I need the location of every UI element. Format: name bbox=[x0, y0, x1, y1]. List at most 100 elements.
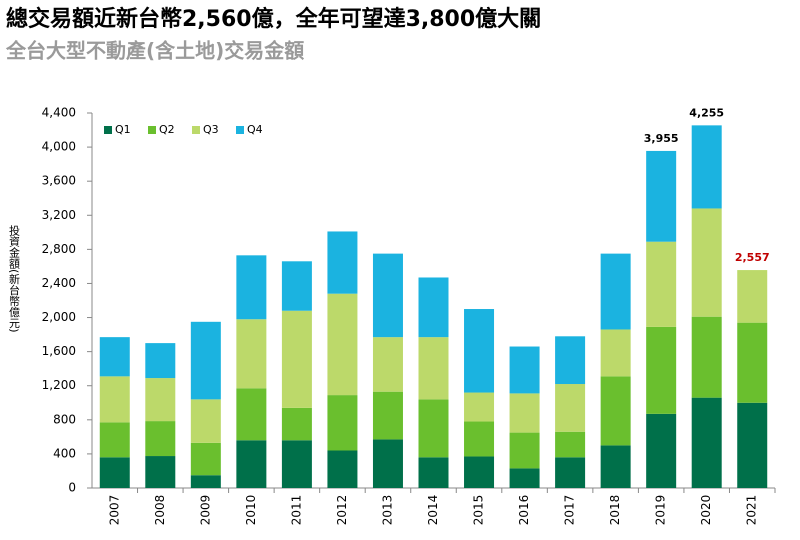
bar-segment bbox=[418, 337, 449, 400]
bar-segment bbox=[145, 343, 176, 379]
bar-segment bbox=[281, 440, 312, 488]
x-tick-label: 2016 bbox=[517, 495, 531, 526]
bar-segment bbox=[737, 402, 768, 488]
total-label: 4,255 bbox=[689, 106, 724, 119]
bar-segment bbox=[464, 392, 495, 422]
x-tick-label: 2020 bbox=[699, 495, 713, 526]
x-tick-label: 2009 bbox=[198, 495, 212, 526]
bar-segment bbox=[327, 293, 358, 396]
bar-segment bbox=[281, 407, 312, 441]
x-tick-label: 2019 bbox=[654, 495, 668, 526]
bar-segment bbox=[555, 384, 586, 432]
x-tick-label: 2017 bbox=[563, 495, 577, 526]
bar-segment bbox=[737, 322, 768, 403]
bar-segment bbox=[691, 316, 722, 398]
y-tick-label: 800 bbox=[53, 412, 76, 426]
bar-segment bbox=[327, 450, 358, 488]
bar-segment bbox=[555, 431, 586, 458]
bar-segment bbox=[737, 270, 768, 323]
bar-segment bbox=[372, 439, 403, 488]
bar-segment bbox=[145, 421, 176, 457]
y-tick-label: 4,400 bbox=[42, 106, 76, 120]
bar-segment bbox=[190, 399, 221, 443]
bar-segment bbox=[600, 445, 631, 488]
bar-segment bbox=[509, 468, 540, 488]
bar-segment bbox=[418, 399, 449, 458]
bar-segment bbox=[99, 376, 130, 423]
y-tick-label: 3,200 bbox=[42, 208, 76, 222]
bar-segment bbox=[600, 329, 631, 377]
bar-segment bbox=[99, 337, 130, 377]
bar-segment bbox=[646, 413, 677, 488]
legend-swatch bbox=[192, 126, 200, 134]
bar-segment bbox=[646, 326, 677, 414]
bar-segment bbox=[646, 241, 677, 327]
bar-segment bbox=[327, 395, 358, 451]
y-tick-label: 1,200 bbox=[42, 378, 76, 392]
bar-segment bbox=[464, 309, 495, 393]
bar-segment bbox=[509, 393, 540, 433]
y-tick-label: 3,600 bbox=[42, 174, 76, 188]
bar-segment bbox=[190, 475, 221, 488]
y-tick-label: 400 bbox=[53, 446, 76, 460]
bar-segment bbox=[509, 346, 540, 394]
y-tick-label: 4,000 bbox=[42, 140, 76, 154]
bar-segment bbox=[372, 337, 403, 392]
bar-segment bbox=[555, 336, 586, 385]
x-tick-label: 2013 bbox=[380, 495, 394, 526]
y-tick-label: 2,800 bbox=[42, 242, 76, 256]
legend-label: Q3 bbox=[203, 123, 219, 136]
bar-segment bbox=[372, 253, 403, 338]
bar-segment bbox=[99, 422, 130, 458]
x-tick-label: 2011 bbox=[289, 495, 303, 526]
bar-segment bbox=[236, 440, 267, 488]
bar-segment bbox=[99, 457, 130, 488]
bar-segment bbox=[327, 231, 358, 294]
bar-segment bbox=[691, 397, 722, 488]
bar-segment bbox=[464, 456, 495, 488]
bar-segment bbox=[236, 319, 267, 389]
bar-segment bbox=[190, 442, 221, 476]
x-tick-label: 2018 bbox=[608, 495, 622, 526]
bar-segment bbox=[646, 150, 677, 242]
total-label: 3,955 bbox=[644, 132, 679, 145]
y-tick-label: 2,400 bbox=[42, 276, 76, 290]
y-tick-label: 0 bbox=[68, 481, 76, 495]
legend-swatch bbox=[104, 126, 112, 134]
x-tick-label: 2010 bbox=[244, 495, 258, 526]
y-tick-label: 2,000 bbox=[42, 310, 76, 324]
bar-segment bbox=[190, 321, 221, 400]
bar-segment bbox=[372, 391, 403, 440]
bar-segment bbox=[145, 456, 176, 488]
bar-segment bbox=[464, 421, 495, 457]
x-tick-label: 2014 bbox=[426, 495, 440, 526]
legend-label: Q4 bbox=[247, 123, 263, 136]
bar-segment bbox=[600, 253, 631, 330]
bar-segment bbox=[509, 432, 540, 469]
x-tick-label: 2007 bbox=[107, 495, 121, 526]
legend-label: Q2 bbox=[159, 123, 175, 136]
chart-subtitle: 全台大型不動產(含土地)交易金額 bbox=[5, 39, 304, 63]
bar-segment bbox=[691, 208, 722, 317]
bar-segment bbox=[281, 261, 312, 311]
legend-label: Q1 bbox=[115, 123, 131, 136]
y-axis-label: 投資金額(新台幣億元) bbox=[8, 224, 21, 333]
bar-segment bbox=[691, 125, 722, 209]
bar-segment bbox=[281, 310, 312, 408]
bar-segment bbox=[555, 457, 586, 488]
x-tick-label: 2015 bbox=[472, 495, 486, 526]
legend-swatch bbox=[236, 126, 244, 134]
bar-segment bbox=[145, 378, 176, 422]
x-tick-label: 2012 bbox=[335, 495, 349, 526]
total-label: 2,557 bbox=[735, 251, 770, 264]
bar-segment bbox=[236, 388, 267, 441]
bar-segment bbox=[600, 376, 631, 446]
bar-segment bbox=[418, 277, 449, 338]
legend-swatch bbox=[148, 126, 156, 134]
bar-segment bbox=[418, 457, 449, 488]
chart-title: 總交易額近新台幣2,560億，全年可望達3,800億大關 bbox=[6, 6, 541, 32]
x-tick-label: 2008 bbox=[153, 495, 167, 526]
x-tick-label: 2021 bbox=[745, 495, 759, 526]
bar-segment bbox=[236, 255, 267, 320]
